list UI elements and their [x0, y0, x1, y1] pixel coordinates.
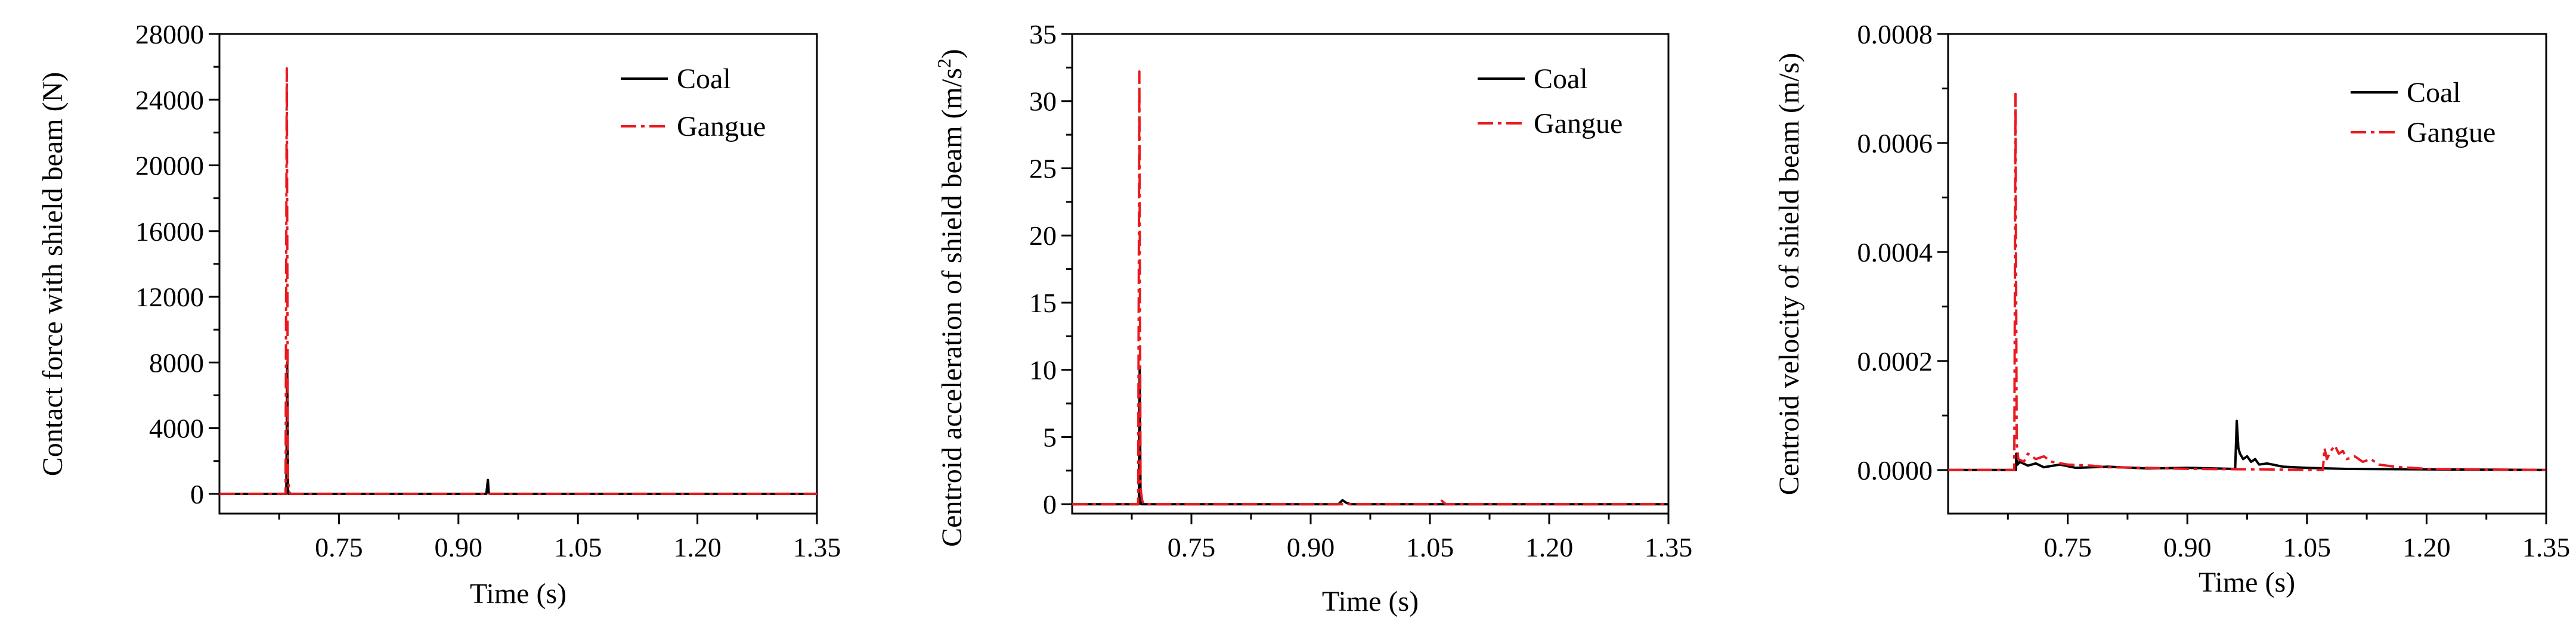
x-axis: 0.75 0.90 1.05 1.20 1.35	[278, 514, 841, 562]
series-line-gangue	[219, 67, 817, 495]
x-tick-label: 1.05	[2283, 532, 2332, 562]
y-tick-label: 28000	[135, 19, 204, 49]
series-line-gangue	[1072, 70, 1668, 506]
y-axis: 0 5 10 15 20 25 30 35	[1029, 19, 1072, 520]
x-tick-label: 1.05	[554, 532, 602, 562]
x-tick-label: 0.90	[2163, 532, 2212, 562]
x-tick-label: 0.90	[435, 532, 483, 562]
y-tick-label: 15	[1029, 288, 1057, 318]
chart-panel-velocity: 0.75 0.90 1.05 1.20 1.35 0.00000.00020.00040…	[1773, 19, 2570, 598]
x-tick-label: 0.90	[1287, 532, 1335, 562]
y-tick-label: 0.0004	[1857, 237, 1933, 268]
y-axis-label: Centroid acceleration of shield beam (m/…	[933, 49, 968, 547]
y-axis: 0 4000 8000 12000 16000 20000 24000 28000	[135, 19, 219, 509]
y-tick-label: 12000	[135, 282, 204, 312]
x-tick-label: 1.05	[1406, 532, 1454, 562]
x-tick-label: 1.35	[1645, 532, 1693, 562]
y-tick-label: 4000	[149, 414, 204, 444]
y-axis-label: Contact force with shield beam (N)	[37, 72, 69, 476]
legend-label-coal: Coal	[677, 63, 731, 95]
x-tick-label: 0.75	[2044, 532, 2092, 562]
y-axis-label-main: Centroid acceleration of shield beam (m/…	[936, 68, 968, 547]
x-tick-label: 1.35	[793, 532, 841, 562]
y-axis-label: Centroid velocity of shield beam (m/s)	[1773, 53, 1805, 496]
chart-panel-acceleration: 0.75 0.90 1.05 1.20 1.35 0 5 10 15 20 25 30 35 Time…	[933, 19, 1692, 617]
y-axis-label-superscript: 2	[933, 58, 955, 68]
x-tick-label: 1.20	[2402, 532, 2451, 562]
y-tick-label: 0.0006	[1857, 128, 1933, 158]
x-axis-label: Time (s)	[2199, 567, 2295, 598]
y-tick-label: 35	[1029, 19, 1057, 49]
legend: Coal Gangue	[2351, 77, 2496, 148]
chart-panel-contact-force: 0.75 0.90 1.05 1.20 1.35 0 4000 8000 12000 16000…	[37, 19, 841, 610]
series-layer	[219, 67, 817, 495]
y-tick-label: 0.0000	[1857, 455, 1933, 486]
legend: Coal Gangue	[621, 63, 766, 142]
series-layer	[1072, 70, 1668, 506]
legend-label-coal: Coal	[2407, 77, 2461, 108]
x-axis: 0.75 0.90 1.05 1.20 1.35	[2007, 514, 2571, 562]
legend-label-coal: Coal	[1534, 63, 1588, 95]
x-tick-label: 0.75	[315, 532, 363, 562]
legend-label-gangue: Gangue	[1534, 108, 1623, 139]
legend-label-gangue: Gangue	[2407, 117, 2496, 148]
x-tick-label: 0.75	[1168, 532, 1216, 562]
series-layer	[1948, 92, 2547, 471]
y-tick-label: 0.0008	[1857, 19, 1933, 49]
y-tick-label: 0.0002	[1857, 346, 1933, 377]
x-tick-label: 1.20	[673, 532, 722, 562]
x-axis-label: Time (s)	[1322, 586, 1419, 617]
x-tick-label: 1.35	[2522, 532, 2571, 562]
x-axis: 0.75 0.90 1.05 1.20 1.35	[1131, 514, 1693, 562]
y-axis: 0.0000 0.0002 0.0004 0.0006 0.0008	[1857, 19, 1948, 486]
y-tick-label: 5	[1043, 422, 1057, 452]
y-tick-label: 24000	[135, 85, 204, 115]
y-tick-label: 25	[1029, 153, 1057, 184]
y-axis-label-close: )	[936, 49, 968, 58]
series-line-gangue	[1948, 92, 2547, 471]
y-tick-label: 20	[1029, 220, 1057, 251]
y-tick-label: 10	[1029, 355, 1057, 385]
legend: Coal Gangue	[1478, 63, 1623, 139]
y-tick-label: 0	[190, 479, 204, 509]
y-tick-label: 30	[1029, 86, 1057, 117]
x-tick-label: 1.20	[1525, 532, 1574, 562]
x-axis-label: Time (s)	[470, 578, 566, 610]
y-tick-label: 0	[1043, 489, 1057, 520]
legend-label-gangue: Gangue	[677, 111, 766, 142]
y-tick-label: 20000	[135, 151, 204, 181]
y-tick-label: 16000	[135, 216, 204, 247]
y-tick-label: 8000	[149, 347, 204, 378]
